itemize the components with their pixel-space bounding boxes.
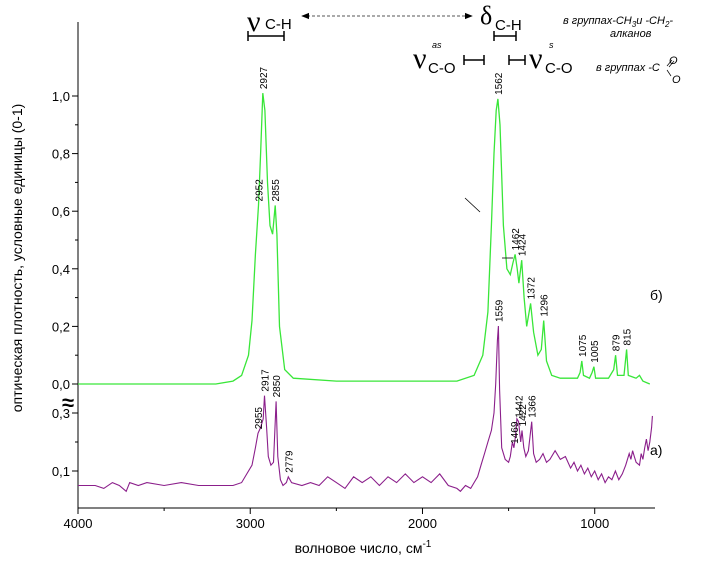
x-ticks: 4000 3000 2000 1000 <box>64 508 609 531</box>
peak-label: 1559 <box>494 299 505 322</box>
x-tick-label: 3000 <box>236 516 265 531</box>
annotation-nu-ch: ν C-H <box>247 5 292 41</box>
svg-text:C-O: C-O <box>428 60 456 77</box>
annotation-nu-s-co: ν s C-O <box>508 40 573 77</box>
svg-text:O: O <box>669 55 678 67</box>
x-tick-label: 2000 <box>408 516 437 531</box>
peak-label: 1424 <box>518 233 529 256</box>
annotation-delta-ch: δ C-H <box>480 1 522 41</box>
svg-text:O: O <box>672 74 681 86</box>
peak-label: 1366 <box>528 395 539 418</box>
svg-text:ν: ν <box>247 5 261 38</box>
peak-label: 1469 <box>510 421 521 444</box>
x-tick-label: 1000 <box>580 516 609 531</box>
y-tick-label-lower: 0,1 <box>52 464 70 479</box>
y-tick-label-lower: 0,3 <box>52 406 70 421</box>
axis-break-symbol: ≈ <box>62 390 74 415</box>
peak-label: 1005 <box>590 340 601 363</box>
peak-label: 879 <box>612 334 623 351</box>
svg-text:алканов: алканов <box>610 28 652 40</box>
svg-text:C-H: C-H <box>265 16 292 33</box>
y-axis-title: оптическая плотность, условные единицы (… <box>9 104 25 413</box>
y-tick-label: 0,4 <box>52 262 70 277</box>
peak-label: 2855 <box>271 179 282 202</box>
svg-text:в группах-CH3и -CH2-: в группах-CH3и -CH2- <box>563 15 673 29</box>
svg-text:as: as <box>432 40 442 50</box>
y-tick-label: 1,0 <box>52 89 70 104</box>
svg-text:в группах -C: в группах -C <box>596 62 660 74</box>
peak-label: 2927 <box>259 66 270 89</box>
y-tick-label: 0,0 <box>52 377 70 392</box>
svg-text:δ: δ <box>480 1 492 30</box>
peak-label: 1562 <box>494 72 505 95</box>
peak-label: 2917 <box>261 369 272 392</box>
peak-label: 2850 <box>272 375 283 398</box>
peak-label: 1462 <box>511 228 522 251</box>
series-label-a: а) <box>650 442 662 458</box>
svg-text:C-H: C-H <box>495 17 522 34</box>
peak-label: 1075 <box>578 334 589 357</box>
series-line-a <box>78 325 653 493</box>
y-tick-label: 0,6 <box>52 204 70 219</box>
y-ticks: 0,0 0,2 0,4 0,6 0,8 1,0 0,1 0,3 <box>52 89 78 479</box>
svg-text:C-O: C-O <box>545 60 573 77</box>
y-tick-label: 0,8 <box>52 147 70 162</box>
series-label-b: б) <box>650 287 663 303</box>
peak-label: 2955 <box>254 407 265 430</box>
peak-label: 2952 <box>255 179 266 202</box>
peak-label: 1442 <box>515 395 526 418</box>
series-line-b <box>78 93 651 385</box>
note-co-groups: в группах -C O O <box>596 55 681 86</box>
svg-text:ν: ν <box>529 42 543 75</box>
peak-label: 815 <box>623 328 634 345</box>
annotation-nu-as-co: ν as C-O <box>413 40 485 77</box>
note-ch-groups: в группах-CH3и -CH2- алканов <box>563 15 673 40</box>
x-tick-label: 4000 <box>64 516 93 531</box>
leader-line-1559 <box>464 197 481 213</box>
y-tick-label: 0,2 <box>52 319 70 334</box>
peak-label: 2779 <box>284 450 295 473</box>
svg-text:s: s <box>549 40 554 50</box>
peak-label: 1296 <box>540 294 551 317</box>
peak-label: 1372 <box>527 277 538 300</box>
svg-text:ν: ν <box>413 42 427 75</box>
x-axis-title: волновое число, см-1 <box>295 539 432 556</box>
peak-label: 1422 <box>518 404 529 427</box>
